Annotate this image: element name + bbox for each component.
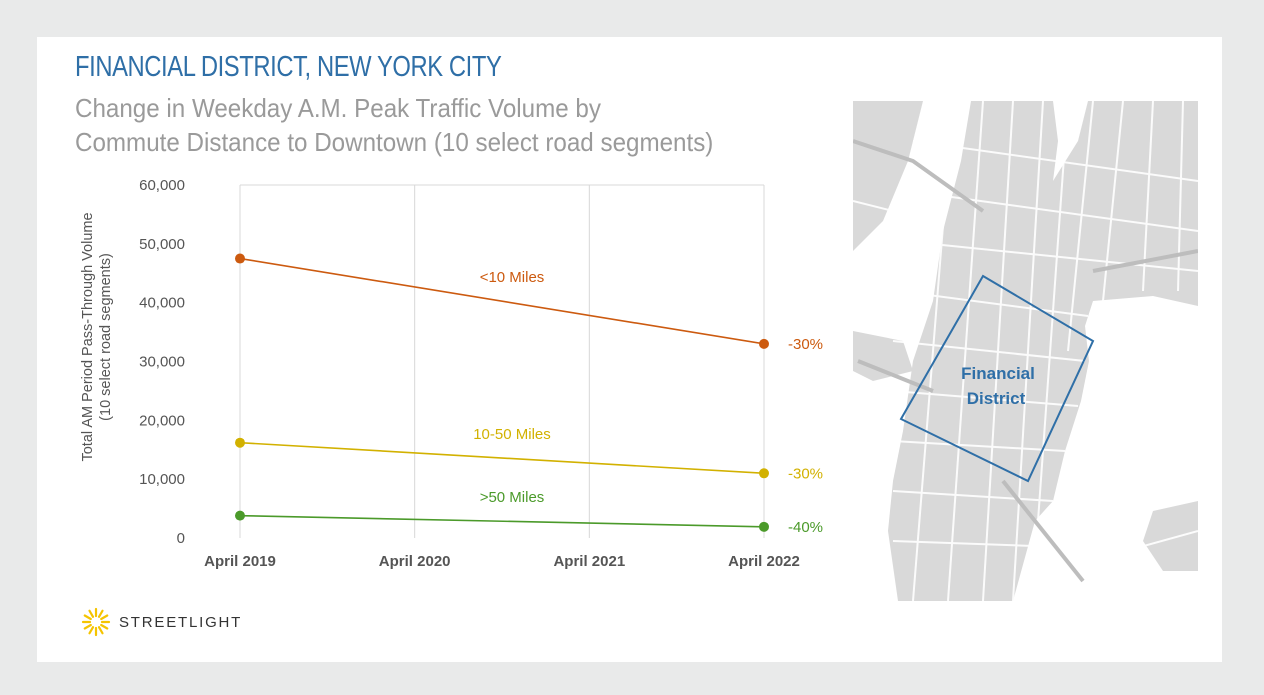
y-tick-label: 0: [177, 530, 185, 547]
map-label-line-2: District: [967, 389, 1026, 408]
series-1: 10-50 Miles -30%: [235, 426, 823, 482]
chart-series: <10 Miles -30% 10-50 Miles -30% >50 Miles -40…: [235, 253, 823, 536]
series-0: <10 Miles -30%: [235, 253, 823, 353]
y-tick-label: 40,000: [139, 295, 185, 312]
map-water: [853, 101, 1198, 601]
change-label: -40%: [788, 519, 823, 536]
y-tick-label: 60,000: [139, 177, 185, 194]
x-tick-label: April 2019: [204, 553, 276, 570]
sunburst-ray: [100, 623, 109, 630]
map-financial-district: Financial District: [853, 101, 1198, 601]
streetlight-logo: STREETLIGHT: [81, 605, 281, 641]
sunburst-ray: [83, 614, 92, 621]
series-line: [239, 441, 765, 475]
sunburst-ray: [97, 626, 104, 635]
x-tick-label: April 2020: [379, 553, 451, 570]
sunburst-ray: [83, 623, 92, 630]
page-title: FINANCIAL DISTRICT, NEW YORK CITY: [75, 51, 502, 83]
brand-name: STREETLIGHT: [119, 614, 243, 631]
x-tick-label: April 2022: [728, 553, 800, 570]
change-label: -30%: [788, 465, 823, 482]
chart-grid: [239, 184, 765, 538]
series-name-label: >50 Miles: [480, 489, 545, 506]
x-axis-ticks: April 2019 April 2020 April 2021 April 2022: [204, 553, 800, 570]
data-point: [759, 338, 769, 349]
sunburst-ray: [97, 609, 104, 618]
sunburst-ray: [88, 609, 95, 618]
data-point: [235, 253, 245, 264]
series-2: >50 Miles -40%: [235, 489, 823, 536]
y-tick-label: 20,000: [139, 412, 185, 429]
series-name-label: 10-50 Miles: [473, 426, 551, 443]
x-tick-label: April 2021: [553, 553, 625, 570]
series-line: [239, 257, 765, 345]
change-label: -30%: [788, 336, 823, 353]
data-point: [759, 468, 769, 479]
data-point: [759, 521, 769, 532]
y-axis-label-line-1: Total AM Period Pass-Through Volume: [80, 212, 96, 461]
y-tick-label: 50,000: [139, 236, 185, 253]
data-point: [235, 437, 245, 448]
subtitle-line-1: Change in Weekday A.M. Peak Traffic Volu…: [75, 93, 601, 123]
series-name-label: <10 Miles: [480, 269, 545, 286]
financial-district-boundary: [899, 274, 1095, 483]
series-line: [239, 514, 765, 528]
y-tick-label: 10,000: [139, 471, 185, 488]
sunburst-ray: [88, 626, 95, 635]
y-axis-ticks: 60,000 50,000 40,000 30,000 20,000 10,000 0: [139, 177, 185, 547]
y-tick-label: 30,000: [139, 354, 185, 371]
line-chart: 60,000 50,000 40,000 30,000 20,000 10,000 0 Ap…: [80, 177, 823, 570]
y-axis-label-line-2: (10 select road segments): [98, 253, 114, 421]
map-label-line-1: Financial: [961, 364, 1035, 383]
sunburst-ray: [100, 614, 109, 621]
data-point: [235, 510, 245, 521]
sunburst-icon: [81, 607, 111, 637]
chart-card: FINANCIAL DISTRICT, NEW YORK CITY Change…: [37, 37, 1222, 662]
subtitle-line-2: Commute Distance to Downtown (10 select …: [75, 127, 714, 157]
